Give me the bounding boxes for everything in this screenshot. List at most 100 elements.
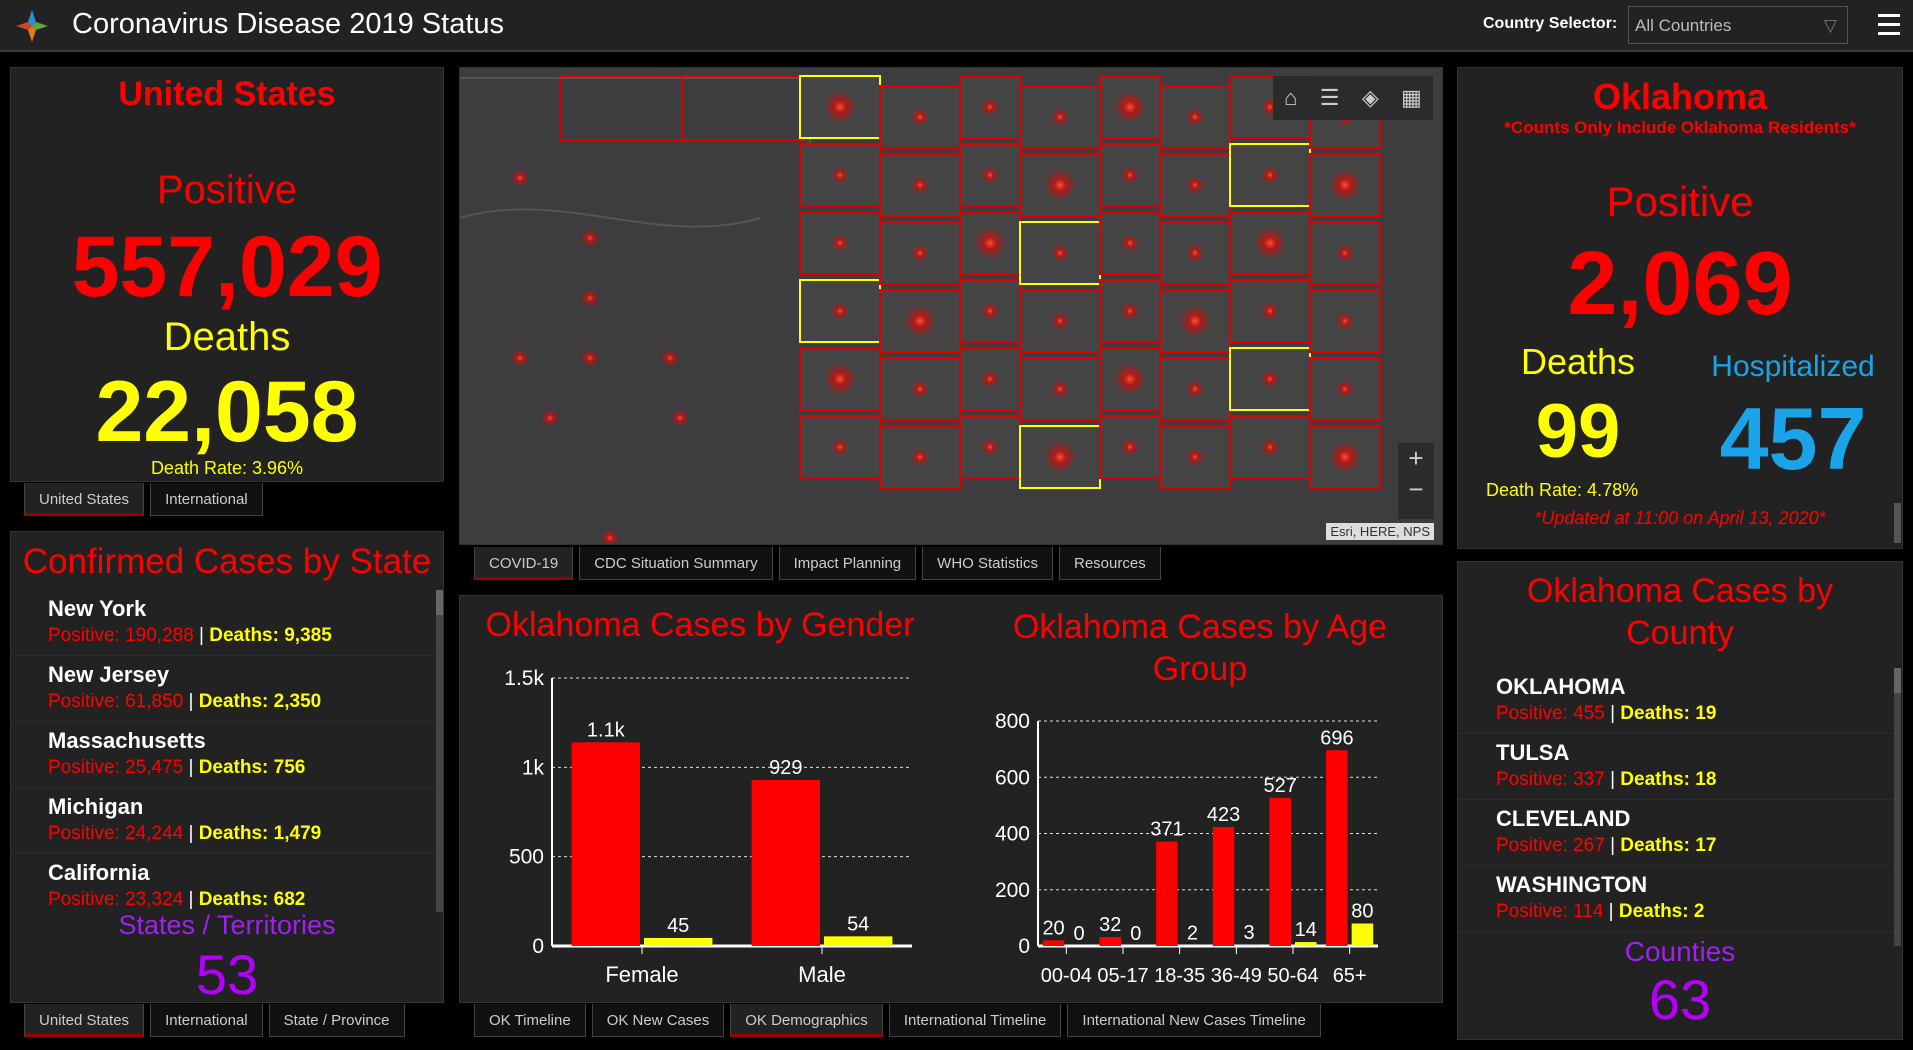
layers-icon[interactable]: ◈ [1361,85,1379,110]
tab-resources[interactable]: Resources [1059,547,1161,580]
tab-impact-planning[interactable]: Impact Planning [778,547,917,580]
case-marker [1186,380,1204,398]
case-marker [1336,244,1354,262]
bar-deaths [1295,942,1317,946]
basemap-gallery-icon[interactable]: ▦ [1401,85,1422,110]
case-marker [511,349,529,367]
county-shape [1229,347,1311,411]
app-title: Coronavirus Disease 2019 Status [72,8,505,40]
x-tick-label: 18-35 [1154,965,1205,987]
list-item[interactable]: WASHINGTON Positive: 114 | Deaths: 2 [1458,866,1894,932]
case-marker [911,244,929,262]
logo-icon [16,10,48,42]
list-item[interactable]: New York Positive: 190,288 | Deaths: 9,38… [11,590,436,656]
zoom-out-button[interactable]: − [1408,474,1424,504]
tab-united-states[interactable]: United States [24,483,145,516]
case-marker [831,438,849,456]
data-label: 45 [667,915,689,937]
county-shape [1229,415,1311,479]
list-item[interactable]: New Jersey Positive: 61,850 | Deaths: 2,3… [11,656,436,722]
tab-international-new-cases-timeline[interactable]: International New Cases Timeline [1067,1004,1321,1037]
bar-positive [1269,797,1291,946]
positive: Positive: 190,288 [48,625,194,646]
home-icon[interactable]: ⌂ [1284,85,1298,110]
case-marker [1121,166,1139,184]
legend-icon[interactable]: ☰ [1319,85,1340,110]
case-marker [1254,227,1286,259]
death-rate: Death Rate: 3.96% [150,458,304,478]
y-tick-label: 1k [522,756,545,779]
charts: 05001k1.5kFemale1.1k45Male92954020040060… [504,667,1378,987]
case-marker [831,234,849,252]
tab-ok-timeline[interactable]: OK Timeline [474,1004,586,1037]
case-marker [981,166,999,184]
scrollbar[interactable] [1894,668,1901,946]
demographics-panel: Oklahoma Cases by Gender Oklahoma Cases … [459,595,1443,1003]
tab-international[interactable]: International [150,483,263,516]
case-marker [1044,169,1076,201]
tab-ok-new-cases[interactable]: OK New Cases [591,1004,725,1037]
case-marker [911,108,929,126]
gender-chart-title: Oklahoma Cases by Gender [485,606,915,644]
case-marker [974,227,1006,259]
chevron-down-icon: ▽ [1823,16,1837,35]
positive-label: Positive [1606,178,1754,225]
positive: Positive: 61,850 [48,691,184,712]
tab-state-province[interactable]: State / Province [268,1004,405,1037]
case-marker [1329,441,1361,473]
tab-ok-demographics[interactable]: OK Demographics [730,1004,883,1037]
case-marker [1336,312,1354,330]
data-label: 0 [1130,923,1141,945]
data-label: 32 [1099,914,1121,936]
scrollbar[interactable] [1894,503,1901,543]
case-marker [911,448,929,466]
positive: Positive: 24,244 [48,823,184,844]
tab-united-states[interactable]: United States [24,1004,145,1037]
list-item[interactable]: CLEVELAND Positive: 267 | Deaths: 17 [1458,800,1894,866]
positive: Positive: 337 [1496,769,1605,790]
positive: Positive: 455 [1496,703,1605,724]
data-label: 2 [1187,922,1198,944]
deaths: Deaths: 1,479 [198,823,322,844]
bar-deaths [644,937,713,946]
scrollbar[interactable] [436,590,443,912]
data-label: 929 [769,757,802,779]
bar-positive [1099,937,1121,946]
case-marker [601,529,619,544]
tab-international[interactable]: International [150,1004,263,1037]
bar-positive [1326,750,1348,946]
tab-who-statistics[interactable]: WHO Statistics [922,547,1053,580]
data-label: 3 [1244,922,1255,944]
states-count: 53 [195,943,259,1006]
list-item[interactable]: Michigan Positive: 24,244 | Deaths: 1,479 [11,788,436,854]
positive-label: Positive [156,168,298,212]
menu-icon[interactable] [1878,14,1900,41]
case-marker [1179,305,1211,337]
case-marker [1121,438,1139,456]
case-marker [1114,91,1146,123]
map-view[interactable]: ⌂ ☰ ◈ ▦ + − Esri, HERE, NPS [459,67,1443,545]
oklahoma-map[interactable] [460,68,1443,545]
state-list[interactable]: New York Positive: 190,288 | Deaths: 9,38… [11,590,436,912]
list-item[interactable]: Massachusetts Positive: 25,475 | Deaths: … [11,722,436,788]
list-item[interactable]: California Positive: 23,324 | Deaths: 682 [11,854,436,912]
tab-international-timeline[interactable]: International Timeline [888,1004,1062,1037]
bar-positive [1212,827,1235,946]
deaths-count: 99 [1535,389,1621,474]
bar-positive [751,780,820,946]
county-list[interactable]: OKLAHOMA Positive: 455 | Deaths: 19 TULSA… [1458,668,1894,946]
list-item[interactable]: OKLAHOMA Positive: 455 | Deaths: 19 [1458,668,1894,734]
country-selector[interactable]: All Countries ▽ [1628,6,1848,44]
case-marker [1186,244,1204,262]
list-item[interactable]: TULSA Positive: 337 | Deaths: 18 [1458,734,1894,800]
panel-title: United States [118,75,336,113]
tab-covid-19[interactable]: COVID-19 [474,547,574,580]
tab-cdc-situation-summary[interactable]: CDC Situation Summary [579,547,773,580]
map-toolbar: ⌂ ☰ ◈ ▦ [1273,76,1433,120]
bar-deaths [1238,945,1260,946]
case-marker [911,380,929,398]
death-rate: Death Rate: 4.78% [1486,480,1639,500]
x-tick-label: 05-17 [1097,965,1148,987]
zoom-in-button[interactable]: + [1408,443,1424,473]
case-marker [541,409,559,427]
